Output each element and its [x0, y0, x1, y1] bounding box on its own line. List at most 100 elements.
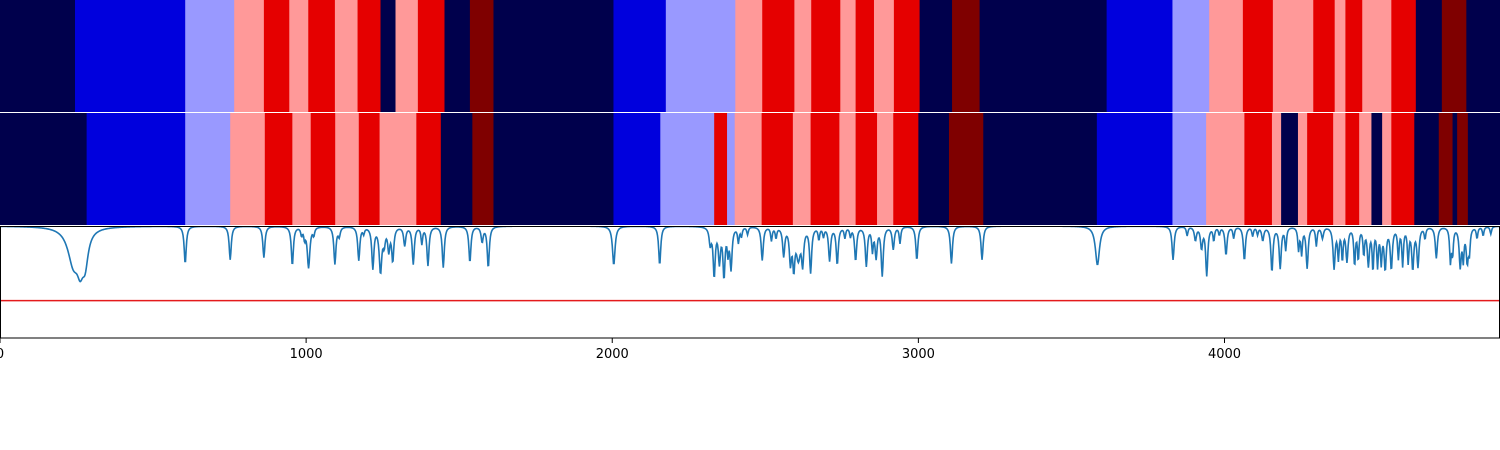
- heatmap-segment: [792, 113, 812, 225]
- heatmap-segment: [357, 0, 382, 112]
- heatmap-segment: [0, 113, 88, 225]
- heatmap-segment: [1333, 113, 1346, 225]
- heatmap-segment: [794, 0, 812, 112]
- heatmap-segment: [979, 0, 1108, 112]
- heatmap-segment: [727, 113, 736, 225]
- heatmap-segment: [444, 0, 471, 112]
- heatmap-segment: [1172, 0, 1210, 112]
- heatmap-segment: [660, 113, 715, 225]
- heatmap-segment: [983, 113, 1098, 225]
- heatmap-segment: [762, 0, 795, 112]
- heatmap-segment: [379, 113, 417, 225]
- heatmap-segment: [1441, 0, 1467, 112]
- heatmap-segment: [714, 113, 728, 225]
- line-panel: [0, 225, 1500, 338]
- x-axis: 0 1000 2000 3000 4000: [0, 338, 1241, 362]
- heatmap-segment: [1362, 0, 1392, 112]
- heatmap-segment: [1244, 113, 1273, 225]
- heatmap-segment: [75, 0, 186, 112]
- heatmap-segment: [761, 113, 794, 225]
- heatmap-segment: [1359, 113, 1372, 225]
- heatmap-segment: [1345, 0, 1363, 112]
- heatmap-segment: [358, 113, 381, 225]
- heatmap-segment: [1172, 113, 1207, 225]
- heatmap-segment: [1281, 113, 1299, 225]
- heatmap-segment: [493, 0, 614, 112]
- heatmap-segment: [1307, 113, 1334, 225]
- heatmap-segment: [416, 113, 442, 225]
- heatmap-segment: [1414, 113, 1440, 225]
- heatmap-segment: [1334, 0, 1346, 112]
- heatmap-segment: [1242, 0, 1274, 112]
- heatmap-segment: [1371, 113, 1383, 225]
- heatmap-segment: [840, 0, 857, 112]
- heatmap-segment: [613, 0, 667, 112]
- heatmap-segment: [665, 0, 736, 112]
- heatmap-segment: [1466, 0, 1500, 112]
- heatmap-segment: [234, 0, 265, 112]
- x-tick-label: 0: [0, 347, 4, 362]
- heatmap-segment: [310, 113, 336, 225]
- x-tick-label: 4000: [1208, 347, 1241, 362]
- heatmap-segment: [810, 113, 840, 225]
- heatmap-segment: [734, 113, 763, 225]
- heatmap-segment: [873, 0, 895, 112]
- heatmap-segment: [472, 113, 494, 225]
- heatmap-segment: [493, 113, 614, 225]
- heatmap-row-1: [0, 0, 1500, 112]
- heatmap-segment: [1452, 113, 1458, 225]
- heatmap-segment: [1457, 113, 1469, 225]
- x-tick-label: 3000: [902, 347, 935, 362]
- heatmap-segment: [308, 0, 336, 112]
- heatmap-segment: [839, 113, 857, 225]
- heatmap-segment: [893, 113, 919, 225]
- heatmap-segment: [1382, 113, 1392, 225]
- heatmap-segment: [918, 113, 950, 225]
- heatmap-segment: [0, 0, 76, 112]
- line-panel-background: [0, 226, 1500, 338]
- heatmap-segment: [893, 0, 921, 112]
- heatmap-segment: [1271, 113, 1282, 225]
- x-tick-label: 2000: [596, 347, 629, 362]
- heatmap-segment: [230, 113, 266, 225]
- heatmap-segment: [292, 113, 312, 225]
- heatmap-segment: [440, 113, 473, 225]
- heatmap-segment: [1106, 0, 1173, 112]
- heatmap-segment: [185, 113, 231, 225]
- heatmap-segment: [1209, 0, 1244, 112]
- x-tick-label: 1000: [290, 347, 323, 362]
- heatmap-segment: [380, 0, 397, 112]
- heatmap-segment: [335, 113, 360, 225]
- heatmap-segment: [1345, 113, 1360, 225]
- heatmap-segment: [1438, 113, 1454, 225]
- heatmap-segment: [395, 0, 419, 112]
- heatmap-segment: [811, 0, 841, 112]
- heatmap-segment: [1467, 113, 1500, 225]
- heatmap-segment: [86, 113, 186, 225]
- heatmap-segment: [855, 113, 878, 225]
- heatmap-segment: [1206, 113, 1245, 225]
- heatmap-segment: [334, 0, 359, 112]
- heatmap-segment: [1096, 113, 1173, 225]
- heatmap-segment: [613, 113, 661, 225]
- heatmap-segment: [289, 0, 309, 112]
- heatmap-segment: [919, 0, 953, 112]
- heatmap-segment: [855, 0, 875, 112]
- heatmap-segment: [877, 113, 894, 225]
- heatmap-segment: [735, 0, 763, 112]
- heatmap-segment: [1313, 0, 1336, 112]
- heatmap-segment: [948, 113, 984, 225]
- heatmap-segment: [185, 0, 235, 112]
- heatmap-segment: [1272, 0, 1314, 112]
- heatmap-segment: [263, 0, 290, 112]
- heatmap-row-2: [0, 113, 1500, 225]
- heatmap-segment: [1391, 0, 1417, 112]
- heatmap-segment: [1391, 113, 1415, 225]
- heatmap-segment: [952, 0, 981, 112]
- heatmap-segment: [417, 0, 445, 112]
- heatmap-segment: [469, 0, 494, 112]
- heatmap-segment: [264, 113, 293, 225]
- heatmap-segment: [1415, 0, 1443, 112]
- heatmap-segment: [1297, 113, 1308, 225]
